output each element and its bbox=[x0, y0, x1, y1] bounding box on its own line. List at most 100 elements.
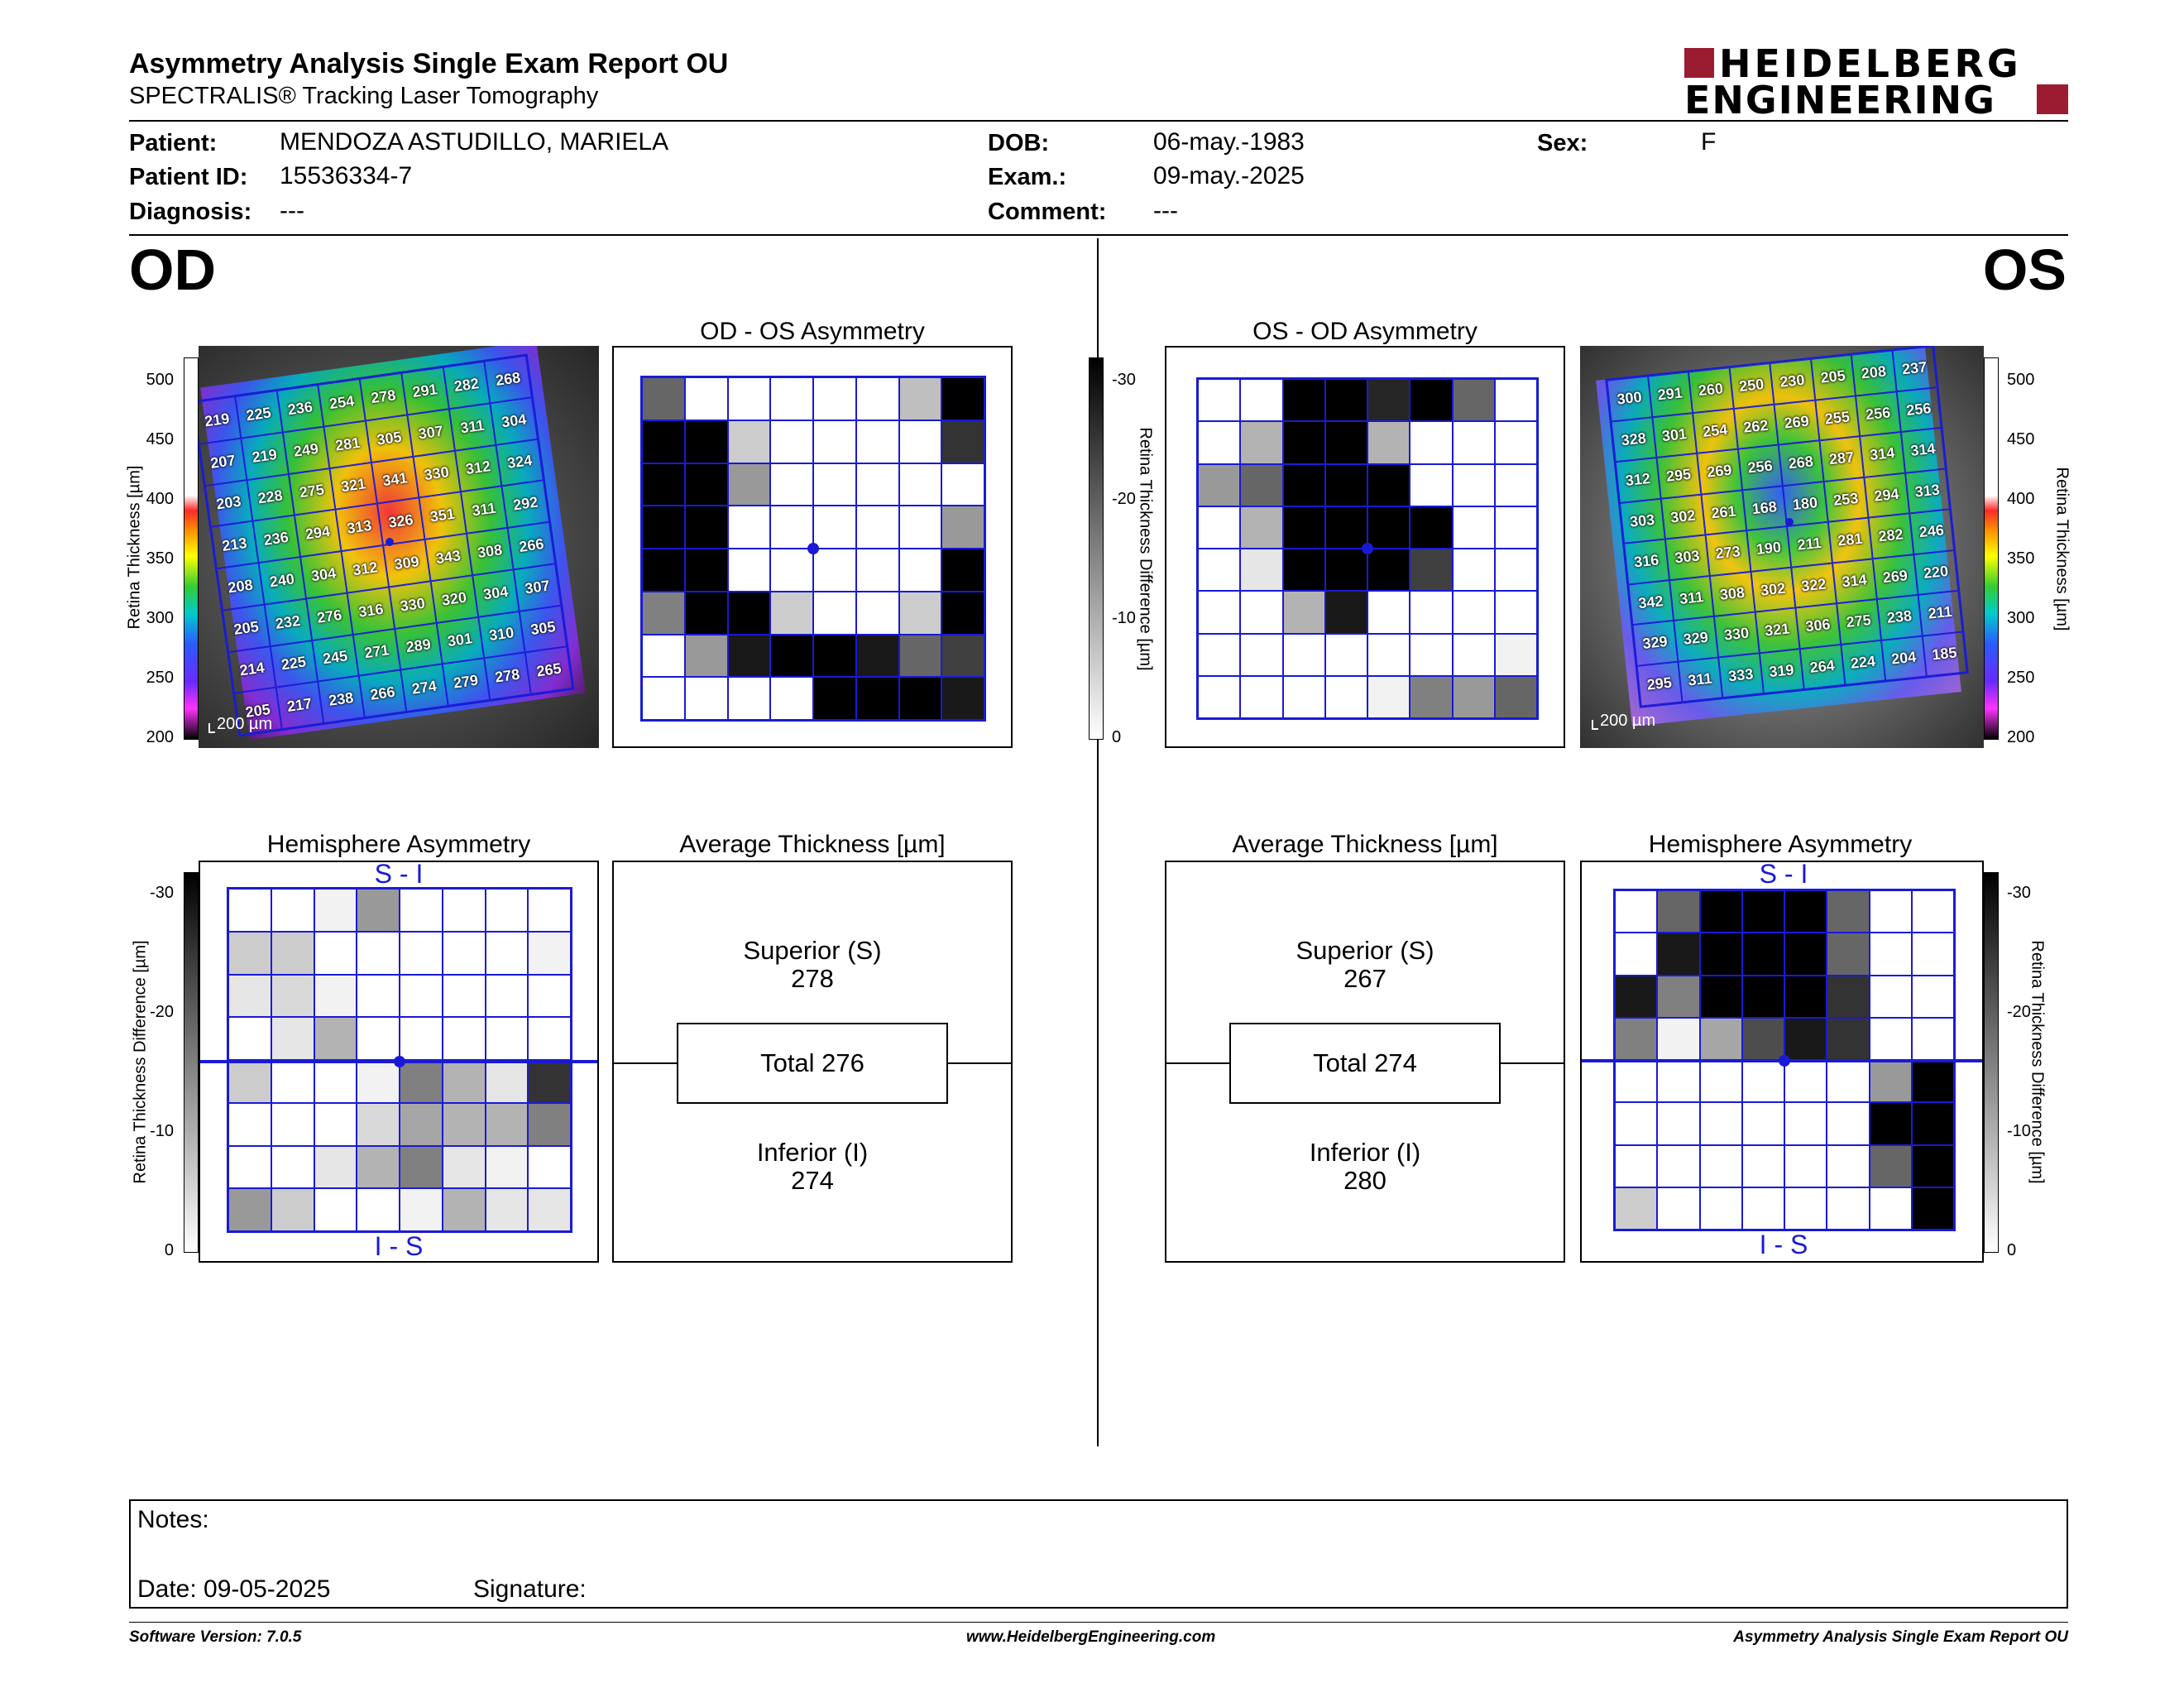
os-hemisphere-cell bbox=[1741, 1187, 1784, 1230]
od-thickness-value: 278 bbox=[483, 652, 532, 700]
patient-id-label: Patient ID: bbox=[129, 164, 248, 190]
report-title: Asymmetry Analysis Single Exam Report OU bbox=[129, 48, 729, 79]
od-asymmetry-cell bbox=[684, 591, 728, 635]
os-hemisphere-cell bbox=[1827, 1102, 1870, 1145]
od-thickness-value: 203 bbox=[204, 479, 253, 527]
os-si-label: S - I bbox=[1759, 859, 1808, 889]
od-thickness-value: 225 bbox=[270, 640, 318, 688]
os-thickness-value: 269 bbox=[1872, 554, 1918, 600]
os-hemisphere-cell bbox=[1741, 1102, 1784, 1145]
os-thickness-value: 302 bbox=[1750, 567, 1796, 612]
od-thickness-value: 305 bbox=[365, 415, 414, 463]
od-hemisphere-cell bbox=[400, 1102, 443, 1146]
od-thickness-value: 238 bbox=[317, 675, 365, 724]
os-asymmetry-cell bbox=[1367, 379, 1410, 422]
os-asymmetry-cell bbox=[1240, 549, 1283, 592]
od-is-label: I - S bbox=[374, 1231, 424, 1261]
os-hemisphere-cell bbox=[1699, 933, 1742, 976]
os-asymmetry-cell bbox=[1410, 549, 1453, 592]
od-diff-tick: -30 bbox=[150, 884, 174, 902]
os-asymmetry-cell bbox=[1198, 463, 1241, 506]
od-thickness-value: 271 bbox=[352, 628, 401, 676]
os-inferior-label: Inferior (I) bbox=[1309, 1138, 1421, 1167]
eye-divider bbox=[1097, 238, 1099, 1446]
os-thickness-value: 250 bbox=[1729, 363, 1774, 409]
os-inferior-value: 280 bbox=[1343, 1166, 1387, 1195]
od-thickness-value: 281 bbox=[323, 420, 371, 468]
os-hemisphere-cell bbox=[1911, 933, 1954, 976]
os-thickness-value: 168 bbox=[1741, 485, 1787, 531]
os-thickness-value: 329 bbox=[1632, 620, 1678, 666]
os-thickness-value: 220 bbox=[1913, 549, 1959, 595]
od-thickness-value: 312 bbox=[454, 444, 502, 492]
os-diff-colorbar bbox=[1984, 872, 1999, 1253]
od-asymmetry-cell bbox=[642, 634, 685, 678]
os-thickness-value: 314 bbox=[1832, 558, 1877, 604]
os-hemisphere-cell bbox=[1699, 1017, 1742, 1060]
od-thickness-value: 311 bbox=[448, 403, 496, 451]
od-asymmetry-cell bbox=[898, 377, 942, 420]
od-asymmetry-cell bbox=[941, 506, 984, 549]
os-hemisphere-cell bbox=[1869, 1144, 1912, 1187]
os-hemisphere-cell bbox=[1699, 1187, 1742, 1230]
center-diff-tick: 0 bbox=[1112, 728, 1122, 746]
os-hemisphere-cell bbox=[1741, 975, 1784, 1018]
od-asymmetry-cell bbox=[727, 549, 771, 592]
sex-label: Sex: bbox=[1537, 130, 1588, 156]
patient-name: MENDOZA ASTUDILLO, MARIELA bbox=[280, 128, 669, 156]
notes-box: Notes: Date: 09-05-2025 Signature: bbox=[129, 1499, 2068, 1609]
od-hemisphere-cell bbox=[528, 1145, 571, 1189]
od-hemisphere-cell bbox=[400, 1060, 443, 1103]
os-hemisphere-cell bbox=[1784, 975, 1827, 1018]
od-thickness-value: 213 bbox=[210, 520, 259, 569]
os-thickness-value: 312 bbox=[1615, 458, 1661, 503]
od-thickness-value: 313 bbox=[335, 503, 383, 552]
od-diff-tick: 0 bbox=[164, 1241, 174, 1259]
od-asymmetry-cell bbox=[813, 377, 856, 420]
dob-label: DOB: bbox=[988, 130, 1050, 156]
os-thickness-tick: 400 bbox=[2007, 490, 2035, 508]
os-thickness-value: 328 bbox=[1611, 416, 1656, 463]
os-asymmetry-cell bbox=[1282, 463, 1325, 506]
od-hemisphere-cell bbox=[314, 1017, 357, 1060]
os-scale-bar-mark bbox=[1592, 720, 1598, 730]
od-hemisphere-cell bbox=[442, 974, 486, 1018]
od-hemisphere-cell bbox=[357, 1060, 400, 1103]
od-asymmetry-cell bbox=[898, 549, 942, 592]
od-asymmetry-cell bbox=[855, 677, 899, 720]
od-thickness-tick: 250 bbox=[146, 669, 174, 687]
od-hemisphere-grid bbox=[227, 887, 572, 1233]
od-thickness-value: 311 bbox=[460, 486, 508, 534]
os-asymmetry-cell bbox=[1282, 379, 1325, 422]
od-hemisphere-cell bbox=[271, 1188, 314, 1231]
od-thickness-value: 304 bbox=[490, 396, 538, 445]
od-hemisphere-cell bbox=[528, 1017, 571, 1060]
os-hemisphere-cell bbox=[1911, 1144, 1954, 1187]
od-thickness-value: 326 bbox=[376, 497, 425, 545]
diagnosis-value: --- bbox=[280, 197, 304, 224]
od-scale-bar-label: 200 µm bbox=[217, 715, 273, 733]
exam-label: Exam.: bbox=[988, 164, 1067, 190]
od-asymmetry-cell bbox=[855, 506, 899, 549]
os-thickness-value: 204 bbox=[1880, 635, 1927, 681]
od-hemisphere-cell bbox=[314, 1102, 357, 1146]
od-hemisphere-cell bbox=[228, 974, 271, 1018]
os-thickness-value: 301 bbox=[1651, 412, 1698, 458]
os-asymmetry-cell bbox=[1324, 421, 1367, 464]
os-thickness-tick: 450 bbox=[2007, 430, 2035, 448]
os-hemisphere-cell bbox=[1827, 1017, 1870, 1060]
od-hemisphere-cell bbox=[400, 931, 443, 975]
od-thickness-value: 330 bbox=[413, 450, 461, 498]
website[interactable]: www.HeidelbergEngineering.com bbox=[966, 1628, 1216, 1646]
os-hemisphere-cell bbox=[1657, 890, 1700, 933]
od-label: OD bbox=[129, 237, 216, 302]
od-asymmetry-cell bbox=[941, 591, 984, 635]
os-asymmetry-cell bbox=[1282, 675, 1325, 718]
os-hemisphere-cell bbox=[1741, 1060, 1784, 1103]
os-thickness-value: 260 bbox=[1688, 367, 1734, 413]
od-thickness-value: 320 bbox=[430, 575, 478, 623]
os-thickness-value: 253 bbox=[1823, 477, 1869, 522]
os-thickness-value: 319 bbox=[1759, 648, 1804, 694]
od-diff-colorbar bbox=[184, 872, 199, 1253]
comment-value: --- bbox=[1153, 197, 1178, 224]
